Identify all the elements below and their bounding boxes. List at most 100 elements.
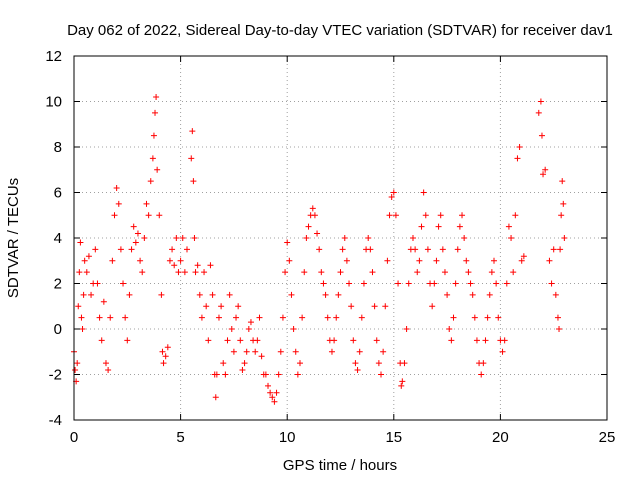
data-point <box>177 257 184 264</box>
data-point <box>378 371 385 378</box>
data-point <box>422 212 429 219</box>
data-point <box>96 314 103 321</box>
data-point <box>130 223 137 230</box>
data-point <box>169 246 176 253</box>
axes: 0 5 10 15 20 25 -4 -2 0 2 4 6 8 10 12 <box>45 48 615 446</box>
data-point <box>556 326 563 332</box>
data-point <box>159 348 166 355</box>
data-point <box>166 257 173 264</box>
data-point <box>360 280 367 287</box>
data-point <box>98 337 105 344</box>
data-point <box>384 257 391 264</box>
data-point <box>175 269 182 276</box>
data-point <box>215 314 222 321</box>
data-point <box>224 337 231 344</box>
data-point <box>352 360 359 367</box>
data-point <box>510 269 517 276</box>
data-point <box>337 269 344 276</box>
data-point <box>277 348 284 355</box>
data-point <box>81 257 88 264</box>
data-series <box>71 93 568 405</box>
data-point <box>290 326 297 332</box>
data-point <box>77 239 84 246</box>
data-point <box>424 246 431 253</box>
data-point <box>469 291 476 298</box>
data-point <box>109 257 116 264</box>
data-point <box>213 371 220 378</box>
data-point <box>501 337 508 344</box>
y-tick-label: 2 <box>54 276 62 293</box>
data-point <box>162 353 169 360</box>
data-point <box>414 269 421 276</box>
data-point <box>369 269 376 276</box>
data-point <box>76 269 83 276</box>
data-point <box>120 280 127 287</box>
data-point <box>164 344 171 351</box>
x-tick-label: 20 <box>492 429 509 446</box>
data-point <box>201 269 208 276</box>
data-point <box>454 246 461 253</box>
data-point <box>486 291 493 298</box>
data-point <box>194 262 201 269</box>
data-point <box>467 280 474 287</box>
data-point <box>418 223 425 230</box>
data-point <box>271 398 278 405</box>
data-point <box>456 223 463 230</box>
data-point <box>179 235 186 241</box>
data-point <box>459 212 466 219</box>
data-point <box>220 360 227 367</box>
data-point <box>461 235 468 241</box>
data-point <box>115 200 122 207</box>
data-point <box>448 337 455 344</box>
data-point <box>439 246 446 253</box>
data-point <box>465 269 472 276</box>
data-point <box>209 291 216 298</box>
data-point <box>537 98 544 105</box>
data-point <box>358 314 365 321</box>
data-point <box>145 212 152 219</box>
data-point <box>322 291 329 298</box>
data-point <box>561 235 568 241</box>
data-point <box>401 360 408 367</box>
data-point <box>441 269 448 276</box>
data-point <box>437 212 444 219</box>
data-point <box>150 132 157 139</box>
data-point <box>226 291 233 298</box>
data-point <box>339 246 346 253</box>
data-point <box>518 257 525 264</box>
data-point <box>198 314 205 321</box>
data-point <box>134 230 141 237</box>
data-point <box>503 280 510 287</box>
data-point <box>367 246 374 253</box>
x-tick-label: 15 <box>385 429 402 446</box>
data-point <box>560 200 567 207</box>
data-point <box>320 280 327 287</box>
data-point <box>139 269 146 276</box>
data-point <box>318 269 325 276</box>
data-point <box>373 337 380 344</box>
data-point <box>205 337 212 344</box>
data-point <box>100 298 107 305</box>
y-tick-label: 12 <box>45 48 62 65</box>
data-point <box>365 235 372 241</box>
data-point <box>107 314 114 321</box>
data-point <box>88 291 95 298</box>
data-point <box>550 246 557 253</box>
data-point <box>446 326 453 332</box>
data-point <box>183 246 190 253</box>
data-point <box>256 314 263 321</box>
data-point <box>282 269 289 276</box>
data-point <box>482 337 489 344</box>
data-point <box>247 319 254 326</box>
data-point <box>212 394 219 401</box>
data-point <box>203 303 210 310</box>
x-tick-label: 0 <box>70 429 78 446</box>
data-point <box>390 189 397 196</box>
x-tick-label: 5 <box>176 429 184 446</box>
data-point <box>542 166 549 173</box>
data-point <box>239 366 246 373</box>
data-point <box>512 212 519 219</box>
data-point <box>303 235 310 241</box>
data-point <box>196 291 203 298</box>
data-point <box>105 366 112 373</box>
